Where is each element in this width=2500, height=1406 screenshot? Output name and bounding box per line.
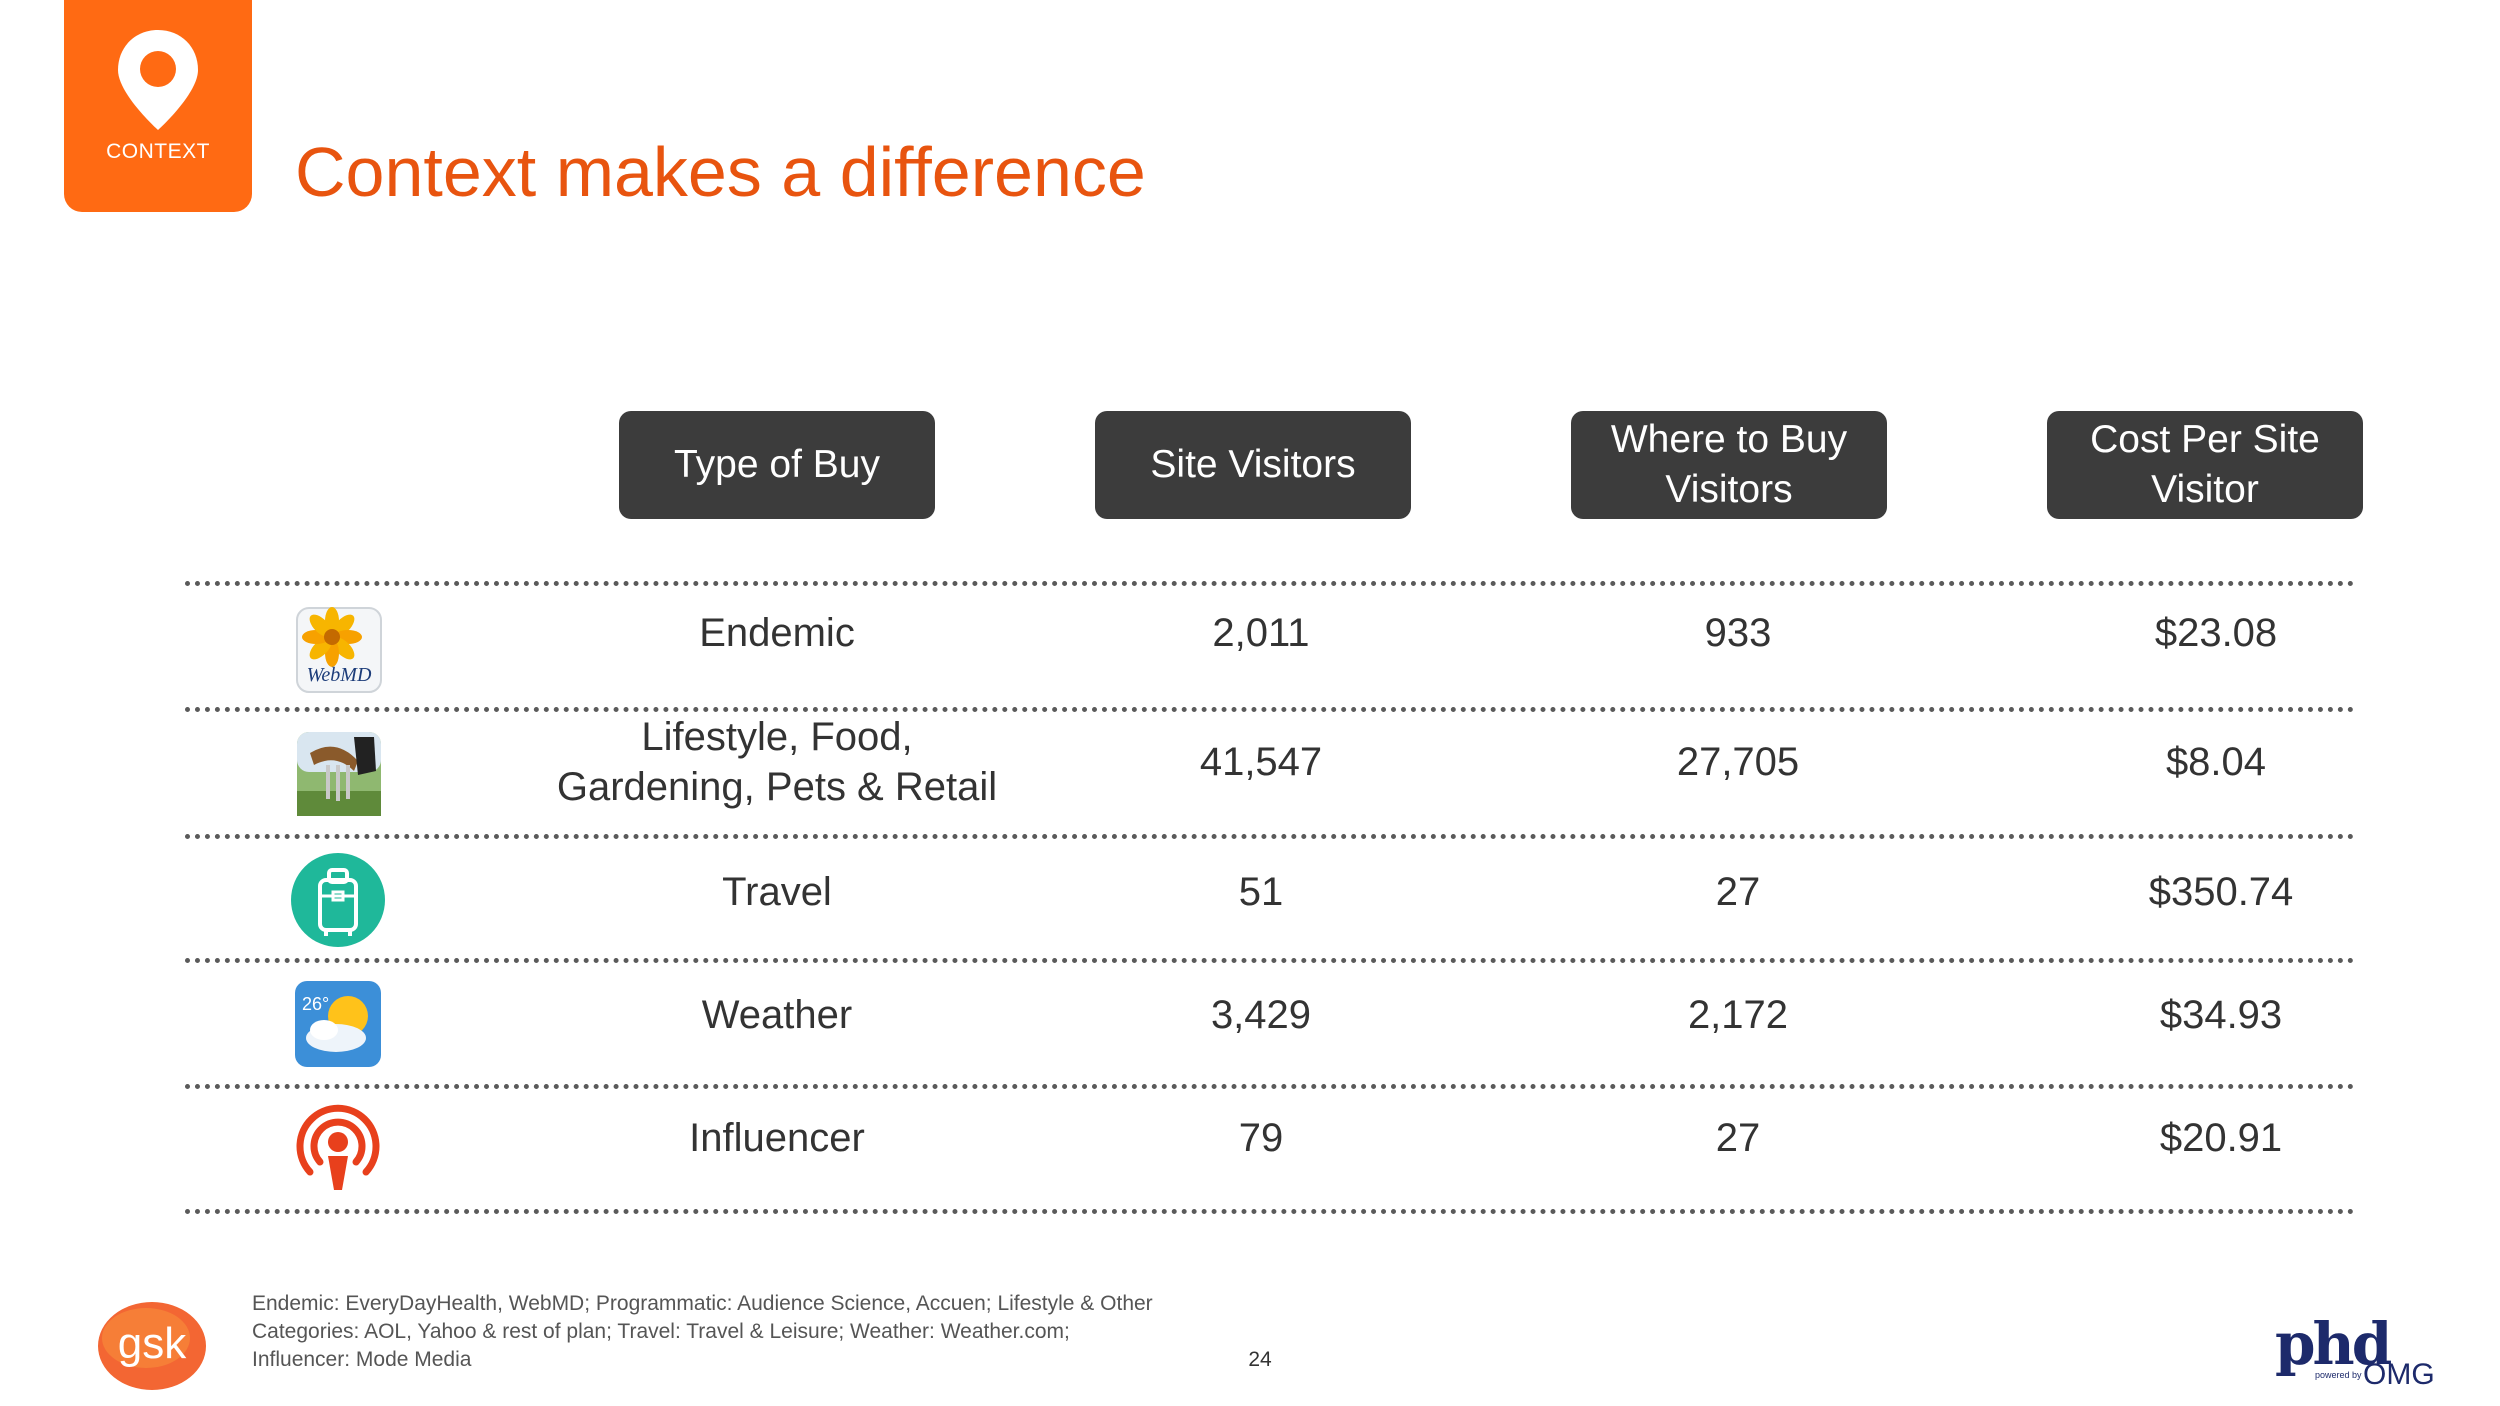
cell-type: Influencer — [689, 1116, 865, 1160]
cell-where-to-buy: 27 — [1715, 1116, 1761, 1160]
footnote-line: Categories: AOL, Yahoo & rest of plan; T… — [252, 1320, 1070, 1343]
cell-where-to-buy: 27 — [1715, 870, 1761, 914]
podcast-icon — [296, 1104, 380, 1190]
phd-logo: phd powered by OMG — [2275, 1310, 2475, 1391]
weather-icon-text: 26° — [302, 994, 329, 1014]
row-divider — [185, 1084, 2355, 1089]
cell-cost: $23.08 — [2154, 611, 2278, 655]
page-number: 24 — [1248, 1348, 1272, 1371]
row-divider — [185, 834, 2355, 839]
omg-logo-text: OMG — [2363, 1358, 2435, 1391]
cell-cost: $20.91 — [2159, 1116, 2283, 1160]
gardening-icon — [297, 732, 381, 816]
badge-label: CONTEXT — [106, 140, 210, 163]
cell-where-to-buy: 2,172 — [1687, 993, 1789, 1037]
cell-cost: $350.74 — [2148, 870, 2294, 914]
header-type-of-buy: Type of Buy — [619, 411, 935, 519]
header-site-visitors: Site Visitors — [1095, 411, 1411, 519]
cell-cost: $8.04 — [2165, 740, 2267, 784]
cell-cost: $34.93 — [2159, 993, 2283, 1037]
context-badge: CONTEXT — [64, 0, 252, 212]
row-divider — [185, 1209, 2355, 1214]
cell-type: Travel — [722, 870, 832, 914]
cell-where-to-buy: 27,705 — [1676, 740, 1800, 784]
cell-type-line1: Lifestyle, Food, — [641, 715, 913, 759]
phd-powered-text: powered by — [2315, 1370, 2362, 1380]
weather-icon: 26° — [295, 981, 381, 1067]
webmd-icon: WebMD — [296, 607, 382, 693]
header-cost-per-visitor: Cost Per Site Visitor — [2047, 411, 2363, 519]
cell-site-visitors: 3,429 — [1210, 993, 1312, 1037]
cell-site-visitors: 79 — [1238, 1116, 1284, 1160]
footnote: Endemic: EveryDayHealth, WebMD; Programm… — [252, 1290, 1232, 1374]
cell-site-visitors: 2,011 — [1212, 611, 1310, 655]
row-divider — [185, 581, 2355, 586]
footnote-line: Endemic: EveryDayHealth, WebMD; Programm… — [252, 1292, 1153, 1315]
row-divider — [185, 707, 2355, 712]
cell-type: Endemic — [699, 611, 855, 655]
gsk-logo-text: gsk — [118, 1319, 187, 1368]
header-where-to-buy: Where to Buy Visitors — [1571, 411, 1887, 519]
cell-type-line2: Gardening, Pets & Retail — [556, 765, 998, 809]
row-divider — [185, 958, 2355, 963]
luggage-icon — [291, 853, 385, 947]
cell-where-to-buy: 933 — [1704, 611, 1772, 655]
gsk-logo: gsk — [98, 1302, 206, 1390]
footnote-line: Influencer: Mode Media — [252, 1348, 472, 1371]
cell-type: Weather — [701, 993, 853, 1037]
map-pin-icon — [118, 30, 198, 130]
cell-site-visitors: 51 — [1238, 870, 1284, 914]
webmd-icon-text: WebMD — [307, 664, 372, 686]
cell-site-visitors: 41,547 — [1199, 740, 1323, 784]
phd-logo-text: phd — [2275, 1310, 2392, 1378]
page-title: Context makes a difference — [295, 133, 1146, 211]
